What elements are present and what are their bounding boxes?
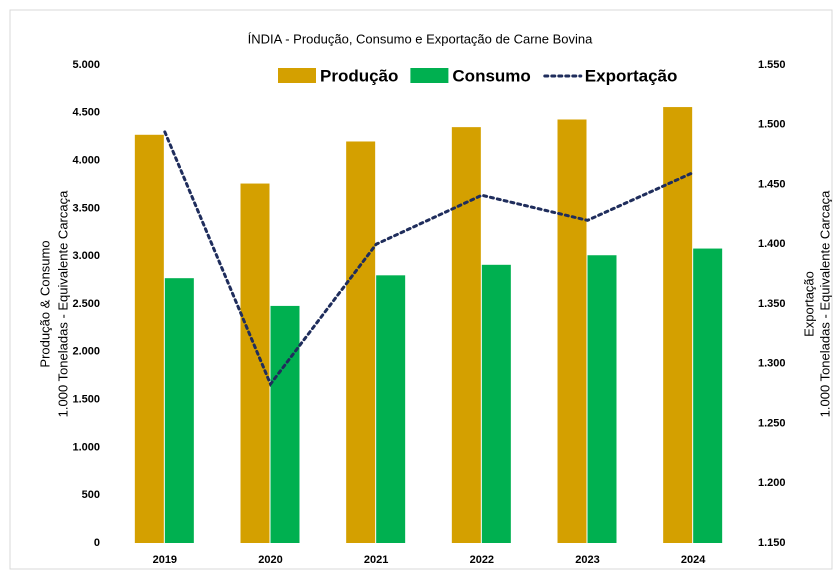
- y2-tick-label: 1.450: [758, 178, 786, 190]
- bar: [663, 107, 693, 544]
- line-series: [163, 130, 695, 388]
- bar: [240, 183, 270, 543]
- bar: [346, 141, 376, 544]
- x-tick-label: 2021: [364, 554, 388, 566]
- bar: [693, 248, 723, 543]
- bar: [270, 305, 300, 543]
- legend-swatch: [410, 68, 449, 83]
- y2-axis-title: 1.000 Toneladas - Equivalente Carcaça: [817, 190, 832, 417]
- x-tick-label: 2022: [470, 554, 494, 566]
- x-tick-label: 2020: [258, 554, 282, 566]
- y2-axis-title: Exportação: [801, 271, 816, 337]
- bar: [164, 278, 194, 543]
- y2-tick-label: 1.200: [758, 477, 786, 489]
- legend-swatch: [278, 68, 316, 83]
- x-tick-label: 2024: [681, 554, 706, 566]
- y2-tick-label: 1.150: [758, 537, 786, 549]
- y-tick-label: 1.500: [72, 394, 100, 406]
- y2-tick-label: 1.550: [758, 59, 786, 71]
- y-tick-label: 5.000: [72, 59, 100, 71]
- bar: [134, 134, 164, 543]
- y2-tick-label: 1.350: [758, 298, 786, 310]
- bar: [376, 275, 406, 543]
- y-axis-title: 1.000 Toneladas - Equivalente Carcaça: [55, 190, 70, 417]
- bar: [587, 255, 617, 543]
- chart-title: ÍNDIA - Produção, Consumo e Exportação d…: [248, 31, 593, 46]
- y2-tick-label: 1.400: [758, 238, 786, 250]
- y-tick-label: 2.000: [72, 346, 100, 358]
- x-tick-label: 2023: [575, 554, 599, 566]
- bar: [557, 119, 587, 543]
- y-tick-label: 4.000: [72, 155, 100, 167]
- y-tick-label: 4.500: [72, 107, 100, 119]
- y-tick-label: 3.500: [72, 202, 100, 214]
- bar: [481, 264, 511, 543]
- y2-tick-label: 1.250: [758, 417, 786, 429]
- y-tick-label: 3.000: [72, 250, 100, 262]
- x-tick-label: 2019: [153, 554, 177, 566]
- y-tick-label: 500: [82, 489, 100, 501]
- y2-tick-label: 1.300: [758, 358, 786, 370]
- y-tick-label: 2.500: [72, 298, 100, 310]
- y-tick-label: 0: [94, 537, 100, 549]
- legend-label: Produção: [320, 66, 398, 85]
- y-axis-title: Produção & Consumo: [37, 240, 52, 367]
- y-tick-label: 1.000: [72, 441, 100, 453]
- legend-label: Consumo: [452, 66, 530, 85]
- legend-label: Exportação: [585, 66, 678, 85]
- bar: [451, 127, 481, 543]
- y2-tick-label: 1.500: [758, 119, 786, 131]
